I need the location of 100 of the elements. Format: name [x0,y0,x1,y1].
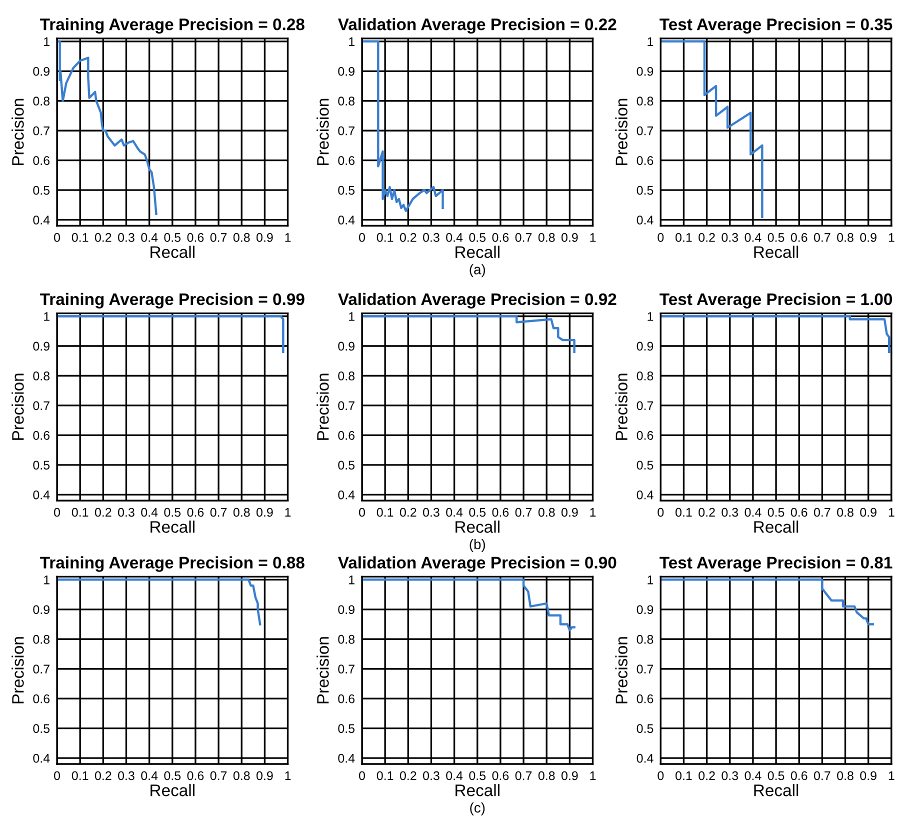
x-tick-label: 0.3 [118,508,134,517]
x-tick-label: 0.4 [744,771,762,780]
x-tick-label: 0.4 [446,771,463,780]
y-tick-label: 0.7 [338,401,354,410]
x-tick-label: 0.2 [400,233,416,242]
x-tick-label: 0.5 [768,233,784,242]
y-tick-label: 0.9 [338,66,354,76]
x-tick-label: 0.7 [515,771,532,780]
line-series [57,40,158,215]
x-tick-label: 0.9 [860,508,876,517]
x-tick-label: 1 [888,771,894,780]
y-tick-label: 0.6 [338,156,355,166]
x-tick-label: 0.6 [187,233,204,242]
y-tick-label: 0.6 [636,694,654,704]
y-tick-label: 0.8 [636,372,654,380]
x-tick-label: 0 [359,233,365,242]
x-tick-label: 0.9 [860,771,876,780]
y-tick-label: 0.9 [338,605,354,614]
y-tick-label: 1 [648,576,654,584]
y-tick-label: 0.5 [33,460,50,470]
x-tick-label: 0.2 [698,508,715,517]
x-tick-label: 0.9 [562,508,578,517]
y-tick-label: 0.9 [338,342,354,351]
x-tick-label: 0.7 [210,771,227,780]
y-axis-title: Precision [316,374,329,440]
x-tick-label: 0 [54,771,60,780]
text: (c) [470,802,485,816]
x-tick-label: 0.1 [376,771,394,780]
x-tick-label: 0.6 [790,771,808,780]
x-tick-label: 0.2 [94,771,112,780]
chart-title: Training Average Precision = 0.28 [40,18,304,34]
chart-title: Test Average Precision = 0.81 [660,556,892,572]
y-tick-label: 0.4 [33,754,50,763]
y-tick-label: 0.7 [338,126,354,136]
y-tick-label: 0.6 [636,156,654,166]
y-tick-label: 0.5 [636,186,654,195]
x-tick-label: 0.7 [210,233,227,242]
x-tick-label: 1 [285,508,291,517]
chart-title: Training Average Precision = 0.99 [40,292,304,308]
x-tick-label: 0.8 [837,233,854,242]
y-tick-label: 0.7 [636,664,654,674]
y-tick-label: 0.9 [636,66,654,76]
x-tick-label: 0.9 [256,771,273,780]
y-tick-label: 0.7 [636,401,654,410]
line-series [660,578,874,626]
x-tick-label: 0.8 [538,233,555,242]
y-tick-label: 1 [44,312,50,321]
line-series [57,578,262,626]
y-tick-label: 0.9 [33,605,50,614]
text: (b) [470,539,486,552]
chart-title: Validation Average Precision = 0.90 [338,556,616,572]
x-tick-label: 1 [285,771,291,780]
chart-title: Training Average Precision = 0.88 [40,556,304,572]
y-tick-label: 0.9 [636,605,654,614]
x-axis-title: Recall [456,784,500,796]
y-tick-label: 1 [648,37,654,46]
x-tick-label: 0.5 [469,233,486,242]
x-tick-label: 0.3 [722,771,738,780]
y-axis-title: Precision [316,637,329,704]
x-tick-label: 0.5 [768,771,784,780]
y-tick-label: 0.7 [33,401,50,410]
x-tick-label: 0.4 [744,508,762,517]
x-tick-label: 0.8 [233,233,250,242]
y-tick-label: 0.6 [636,431,654,440]
x-tick-label: 0.5 [469,508,486,517]
x-tick-label: 0.8 [837,771,854,780]
x-tick-label: 0.1 [72,233,88,242]
x-tick-label: 0.1 [72,508,88,517]
y-tick-label: 0.4 [338,216,355,224]
y-tick-label: 0.8 [33,372,50,380]
x-tick-label: 0 [54,508,60,517]
x-tick-label: 1 [888,508,894,517]
x-axis-title: Recall [754,784,798,796]
y-tick-label: 0.6 [33,156,50,166]
x-tick-label: 1 [590,771,596,780]
line-series [362,578,576,632]
x-tick-label: 0.3 [423,508,440,517]
x-tick-label: 0.2 [698,771,715,780]
y-tick-label: 0.7 [33,664,50,674]
y-tick-label: 1 [349,312,354,321]
x-tick-label: 0.9 [256,233,273,242]
y-tick-label: 0.6 [33,431,50,440]
x-tick-label: 0.4 [141,771,158,780]
x-tick-label: 0.4 [141,233,158,242]
x-tick-label: 0.7 [515,508,532,517]
y-tick-label: 1 [349,37,354,46]
y-tick-label: 0.6 [33,694,50,704]
y-tick-label: 0.8 [338,96,355,106]
x-tick-label: 0.6 [187,771,204,780]
x-tick-label: 0.9 [562,233,578,242]
x-tick-label: 0.8 [233,508,250,517]
y-tick-label: 0.5 [338,186,355,195]
x-tick-label: 0.3 [118,233,134,242]
y-tick-label: 0.6 [338,431,355,440]
x-tick-label: 0 [658,233,664,242]
y-tick-label: 0.9 [636,342,654,351]
x-tick-label: 0.6 [790,233,808,242]
chart-title: Validation Average Precision = 0.92 [338,292,616,308]
x-tick-label: 0.2 [400,771,416,780]
y-tick-label: 0.6 [338,694,355,704]
